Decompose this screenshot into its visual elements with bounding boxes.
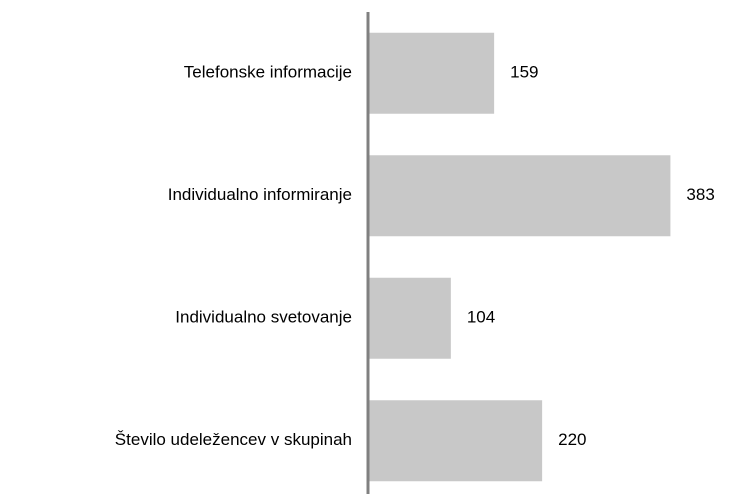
category-label: Individualno informiranje	[168, 185, 352, 204]
value-label: 104	[467, 308, 495, 327]
bar	[369, 155, 671, 237]
category-label: Število udeležencev v skupinah	[115, 430, 352, 449]
bar	[369, 32, 495, 114]
bar	[369, 277, 451, 359]
category-label: Telefonske informacije	[184, 63, 352, 82]
bar	[369, 400, 543, 482]
value-label: 383	[686, 185, 714, 204]
value-label: 220	[558, 430, 586, 449]
value-label: 159	[510, 63, 538, 82]
category-label: Individualno svetovanje	[175, 308, 352, 327]
